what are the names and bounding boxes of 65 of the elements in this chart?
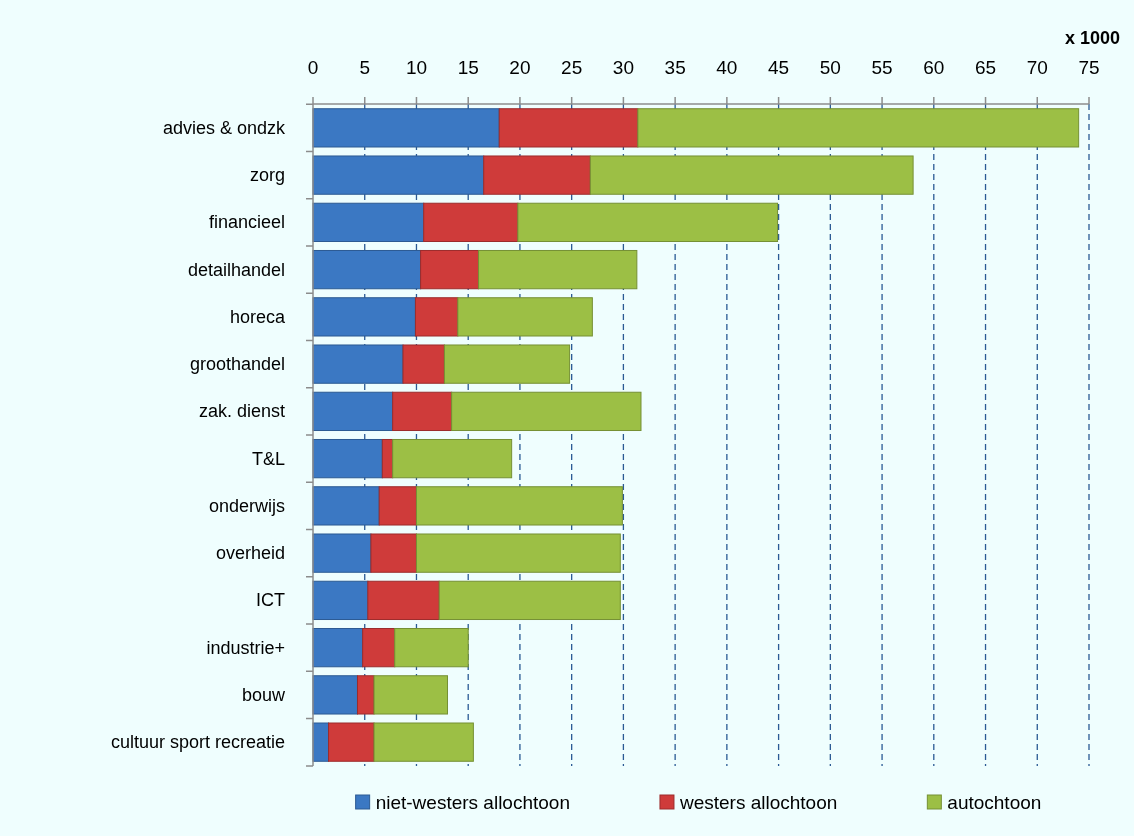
x-tick-label: 0 [307,56,319,78]
x-tick-label: 55 [871,56,893,78]
x-tick-label: 35 [664,56,686,78]
bar [378,486,417,526]
bar [356,675,375,715]
bar [415,486,623,526]
bar [328,722,375,762]
bar [312,391,394,432]
y-tick-label: financieel [208,212,285,233]
x-tick-label: 10 [405,56,428,78]
bar [478,249,638,290]
y-tick-label: T&L [251,448,285,469]
bar [457,297,593,337]
bar [498,108,639,148]
bar [367,580,440,621]
bar [415,533,621,573]
bar [517,202,779,242]
y-tick-label: horeca [229,306,286,327]
bar [312,675,358,715]
x-tick-label: 5 [359,56,371,78]
y-tick-label: zak. dienst [198,401,285,422]
x-tick-label: 60 [923,56,945,78]
x-tick-label: 20 [509,56,531,78]
y-tick-label: bouw [241,684,286,705]
x-tick-label: 45 [768,56,790,78]
bar [423,202,519,242]
x-tick-label: 65 [974,56,997,78]
bar [414,297,459,337]
bar [438,580,621,621]
x-tick-label: 25 [561,56,583,78]
x-tick-label: 50 [819,56,841,78]
y-tick-label: groothandel [189,354,285,375]
bar [370,533,417,573]
y-tick-label: ICT [256,590,285,611]
y-tick-label: cultuur sport recreatie [110,732,285,753]
bar [392,438,513,479]
y-tick-label: zorg [249,165,285,186]
legend-label: westers allochtoon [678,791,838,813]
bar [402,344,445,384]
y-tick-label: detailhandel [187,259,285,280]
bar [312,202,425,242]
bar [373,675,449,715]
y-tick-label: advies & ondzk [162,117,286,138]
x-tick-label: 40 [716,56,738,78]
x-tick-label: 75 [1078,56,1100,78]
x-tick-label: 70 [1026,56,1048,78]
bar [589,155,914,195]
bar [483,155,591,195]
bar [420,249,480,290]
legend-label: autochtoon [947,791,1042,813]
y-tick-label: onderwijs [208,495,285,516]
bar [394,628,469,668]
bar [392,391,453,432]
x-tick-label: 30 [612,56,634,78]
bar [312,628,364,668]
bar [373,722,474,762]
bar [443,344,571,384]
y-tick-label: industrie+ [206,637,285,658]
legend-label: niet-westers allochtoon [375,791,570,813]
bar [451,391,642,432]
bar [362,628,396,668]
x-axis-title: x 1000 [1064,28,1120,48]
bar [637,108,1080,148]
y-tick-label: overheid [215,543,285,564]
x-tick-label: 15 [457,56,479,78]
